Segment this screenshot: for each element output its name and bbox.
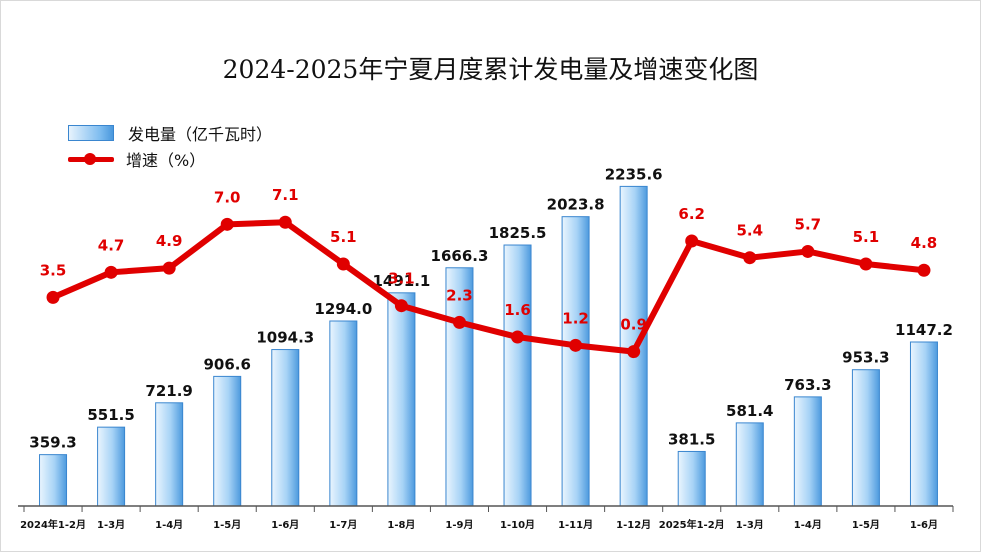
x-tick-label-4: 1-6月 — [271, 519, 299, 531]
x-tick-label-3: 1-5月 — [213, 519, 241, 531]
x-tick-label-2: 1-4月 — [155, 519, 183, 531]
growth-point-3 — [220, 217, 234, 231]
bar-value-label-13: 763.3 — [784, 376, 831, 394]
bar-value-label-6: 1491.1 — [372, 272, 430, 290]
bar-value-label-11: 381.5 — [668, 430, 715, 448]
growth-value-label-15: 4.8 — [911, 234, 938, 252]
growth-point-1 — [104, 265, 118, 279]
bar-value-label-5: 1294.0 — [314, 300, 372, 318]
growth-point-13 — [801, 244, 815, 258]
bar-0 — [39, 454, 68, 507]
x-tick-label-1: 1-3月 — [97, 519, 125, 531]
bar-2 — [155, 402, 184, 507]
growth-point-8 — [511, 330, 525, 344]
legend-label-growth: 增速（%） — [126, 151, 206, 170]
growth-point-6 — [394, 299, 408, 313]
growth-line — [50, 219, 927, 355]
growth-point-7 — [452, 315, 466, 329]
x-tick-label-8: 1-10月 — [500, 519, 535, 531]
x-axis: 2024年1-2月 1-3月 1-4月 1-5月 1-6月 1-7月 1-8月 1-9月 1-1… — [18, 505, 954, 531]
x-tick-label-5: 1-7月 — [329, 519, 357, 531]
bar-9 — [561, 216, 590, 507]
legend: 发电量（亿千瓦时） 增速（%） — [68, 120, 272, 172]
growth-value-label-11: 6.2 — [678, 205, 705, 223]
bar-value-label-2: 721.9 — [145, 382, 192, 400]
growth-point-12 — [743, 251, 757, 265]
bar-value-label-3: 906.6 — [203, 355, 250, 373]
growth-value-label-12: 5.4 — [736, 222, 763, 240]
x-tick-label-9: 1-11月 — [558, 519, 593, 531]
legend-item-growth: 增速（%） — [68, 146, 272, 172]
x-tick-label-12: 1-3月 — [736, 519, 764, 531]
bar-value-label-0: 359.3 — [29, 434, 76, 452]
bars-layer: 359.3 551.5 721.9 906.6 1094.31294.01491.116… — [29, 165, 953, 507]
x-tick-label-10: 1-12月 — [616, 519, 651, 531]
bar-13 — [793, 396, 822, 507]
x-tick-label-14: 1-5月 — [852, 519, 880, 531]
legend-line-swatch — [68, 152, 114, 166]
growth-point-9 — [569, 338, 583, 352]
bar-value-label-7: 1666.3 — [431, 247, 489, 265]
chart-title: 2024-2025年宁夏月度累计发电量及增速变化图 — [222, 55, 759, 84]
growth-value-label-3: 7.0 — [214, 188, 241, 206]
growth-point-11 — [685, 234, 699, 248]
growth-value-label-8: 1.6 — [504, 301, 531, 319]
bar-4 — [271, 349, 300, 507]
growth-point-5 — [336, 257, 350, 271]
bar-value-label-10: 2235.6 — [605, 165, 663, 183]
growth-value-label-1: 4.7 — [98, 236, 125, 254]
growth-point-2 — [162, 261, 176, 275]
legend-label-generation: 发电量（亿千瓦时） — [128, 125, 273, 144]
bar-value-label-1: 551.5 — [87, 406, 134, 424]
x-tick-label-13: 1-4月 — [794, 519, 822, 531]
x-tick-label-7: 1-9月 — [445, 519, 473, 531]
bar-14 — [851, 369, 880, 507]
bar-1 — [97, 426, 126, 507]
bar-12 — [735, 422, 764, 507]
growth-point-10 — [627, 345, 641, 359]
legend-item-generation: 发电量（亿千瓦时） — [68, 120, 272, 146]
growth-point-15 — [917, 263, 931, 277]
growth-point-0 — [46, 290, 60, 304]
growth-value-label-4: 7.1 — [272, 186, 299, 204]
growth-value-label-14: 5.1 — [853, 228, 880, 246]
bar-value-label-4: 1094.3 — [256, 329, 314, 347]
x-tick-label-0: 2024年1-2月 — [20, 518, 86, 531]
bar-value-label-8: 1825.5 — [489, 224, 547, 242]
x-tick-label-15: 1-6月 — [910, 519, 938, 531]
growth-value-label-9: 1.2 — [562, 309, 589, 327]
x-tick-label-6: 1-8月 — [387, 519, 415, 531]
bar-8 — [503, 244, 532, 507]
bar-11 — [677, 450, 706, 507]
bar-value-label-9: 2023.8 — [547, 196, 605, 214]
growth-value-label-7: 2.3 — [446, 286, 473, 304]
legend-bar-swatch — [68, 125, 114, 141]
x-tick-label-11: 2025年1-2月 — [659, 518, 725, 531]
bar-15 — [909, 341, 938, 507]
bar-value-label-12: 581.4 — [726, 402, 773, 420]
growth-value-label-0: 3.5 — [40, 261, 67, 279]
growth-point-4 — [278, 215, 292, 229]
growth-point-14 — [859, 257, 873, 271]
growth-value-label-13: 5.7 — [795, 215, 822, 233]
bar-5 — [329, 320, 358, 507]
bar-6 — [387, 292, 416, 507]
growth-value-label-10: 0.9 — [620, 316, 647, 334]
growth-line-layer: 3.5 4.7 4.9 7.0 7.1 5.1 3.1 2.3 1.6 1.2 0.9 6.2 5.4 5… — [40, 186, 938, 359]
growth-value-label-6: 3.1 — [388, 270, 415, 288]
growth-value-label-5: 5.1 — [330, 228, 357, 246]
bar-value-label-15: 1147.2 — [895, 321, 953, 339]
bar-3 — [213, 375, 242, 507]
bar-value-label-14: 953.3 — [842, 349, 889, 367]
growth-value-label-2: 4.9 — [156, 232, 183, 250]
